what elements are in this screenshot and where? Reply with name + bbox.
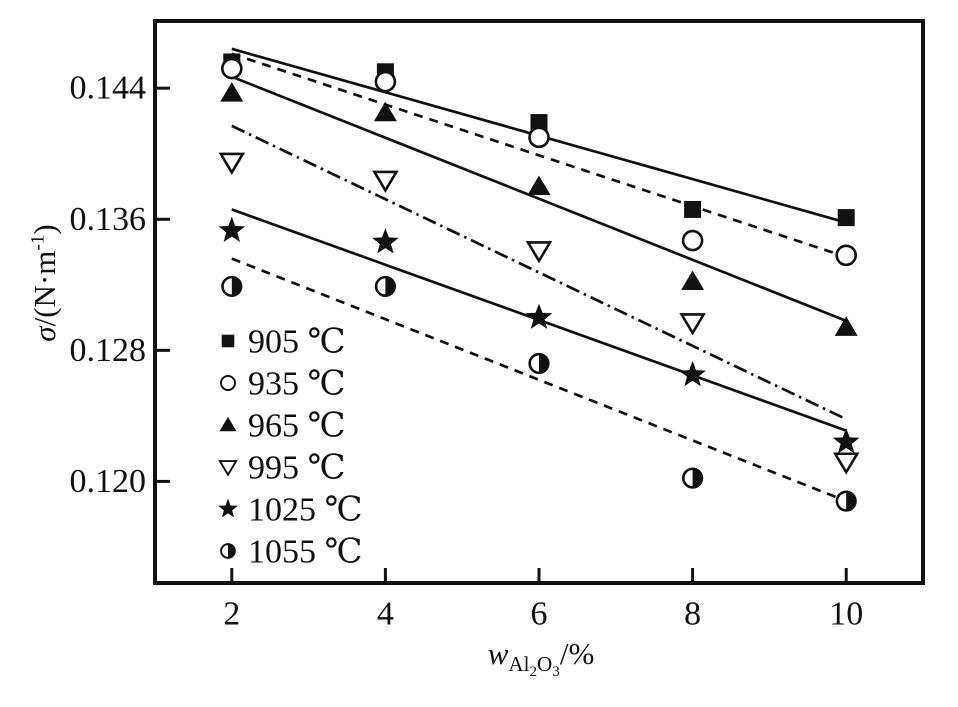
y-tick-label-0.144: 0.144 xyxy=(70,70,147,107)
y-axis-close: ) xyxy=(27,224,62,235)
trendline-935 xyxy=(231,52,847,259)
legend-label-935: 935 ℃ xyxy=(248,366,346,403)
x-axis-unit: /% xyxy=(559,635,595,671)
marker-965-x6 xyxy=(527,175,551,195)
y-axis-title: σ/(N·m-1) xyxy=(27,224,63,341)
legend-item-1025: 1025 ℃ xyxy=(218,492,363,529)
marker-965-x8 xyxy=(681,270,705,291)
trendline-965 xyxy=(231,75,847,323)
x-tick-label-4: 4 xyxy=(377,596,394,633)
x-tick-label-10: 10 xyxy=(829,596,863,633)
marker-1025-x2 xyxy=(218,216,246,243)
legend-marker-1025 xyxy=(218,498,238,518)
marker-1025-x10 xyxy=(832,428,860,454)
legend-label-1025: 1025 ℃ xyxy=(248,492,363,529)
series-935 xyxy=(221,57,858,267)
x-axis-subscript: Al2O3 xyxy=(508,651,560,681)
legend-item-1055: 1055 ℃ xyxy=(220,534,363,571)
marker-935-x2 xyxy=(221,57,243,80)
x-tick-label-8: 8 xyxy=(684,596,701,633)
marker-1055-x8-fill xyxy=(692,468,702,488)
legend-item-905: 905 ℃ xyxy=(221,324,346,361)
trendline-995 xyxy=(231,124,847,421)
marker-995-x4 xyxy=(372,170,399,193)
marker-1025-x4 xyxy=(372,228,399,254)
legend-label-965: 965 ℃ xyxy=(248,408,346,445)
marker-935-x8 xyxy=(681,229,704,252)
w-symbol: w xyxy=(487,635,509,671)
x-tick-label-6: 6 xyxy=(531,596,548,633)
marker-965-x4 xyxy=(373,101,397,122)
series-1025 xyxy=(218,216,860,454)
legend-item-935: 935 ℃ xyxy=(220,366,346,403)
x-axis-title: wAl2O3/% xyxy=(487,635,595,679)
marker-1055-x4-fill xyxy=(385,277,395,296)
x-axis: 2 4 6 8 10 xyxy=(223,568,863,633)
marker-935-x6 xyxy=(528,126,550,149)
marker-965-x10 xyxy=(834,316,858,336)
legend-marker-935 xyxy=(220,375,236,391)
legend-marker-905 xyxy=(221,334,235,348)
marker-905-x8 xyxy=(684,200,702,218)
marker-1055-x2-fill xyxy=(231,277,242,296)
x-axis-subsub: 2 xyxy=(529,663,538,681)
trendline-1055 xyxy=(231,257,847,503)
x-tick-label-2: 2 xyxy=(223,596,240,633)
legend-label-905: 905 ℃ xyxy=(248,324,346,361)
legend-label-1055: 1055 ℃ xyxy=(248,534,363,571)
marker-905-x10 xyxy=(837,209,855,227)
series-965 xyxy=(220,82,858,336)
y-axis-exponent: -1 xyxy=(27,234,49,251)
y-tick-label-0.136: 0.136 xyxy=(70,201,147,238)
marker-935-x4 xyxy=(374,70,397,93)
marker-995-x10 xyxy=(832,452,860,475)
legend-marker-995 xyxy=(218,460,238,477)
marker-1055-x6-fill xyxy=(539,354,549,373)
x-axis-subsub: 3 xyxy=(552,663,560,681)
marker-905-x6 xyxy=(530,114,548,132)
legend: 905 ℃ 935 ℃ 965 ℃ 995 ℃ 1025 ℃ 1055 ℃ xyxy=(218,324,363,571)
legend-marker-965 xyxy=(219,416,237,432)
y-axis: 0.120 0.128 0.136 0.144 xyxy=(70,70,170,500)
marker-965-x2 xyxy=(220,82,244,102)
legend-item-995: 995 ℃ xyxy=(218,450,346,487)
marker-995-x8 xyxy=(679,313,706,336)
y-tick-label-0.120: 0.120 xyxy=(70,463,147,500)
marker-1025-x6 xyxy=(525,303,553,329)
marker-935-x10 xyxy=(835,244,858,267)
legend-label-995: 995 ℃ xyxy=(248,450,346,487)
series-1055 xyxy=(221,275,857,512)
marker-995-x6 xyxy=(525,241,553,264)
series-995 xyxy=(218,152,860,475)
y-axis-unit: /(N·m xyxy=(27,250,62,327)
marker-1055-x10-fill xyxy=(846,491,856,511)
sigma-symbol: σ xyxy=(27,326,62,342)
marker-1025-x8 xyxy=(679,360,706,387)
legend-item-965: 965 ℃ xyxy=(219,408,346,445)
marker-995-x2 xyxy=(218,152,246,175)
y-tick-label-0.128: 0.128 xyxy=(70,332,147,369)
legend-marker-1055-fill xyxy=(228,544,235,558)
